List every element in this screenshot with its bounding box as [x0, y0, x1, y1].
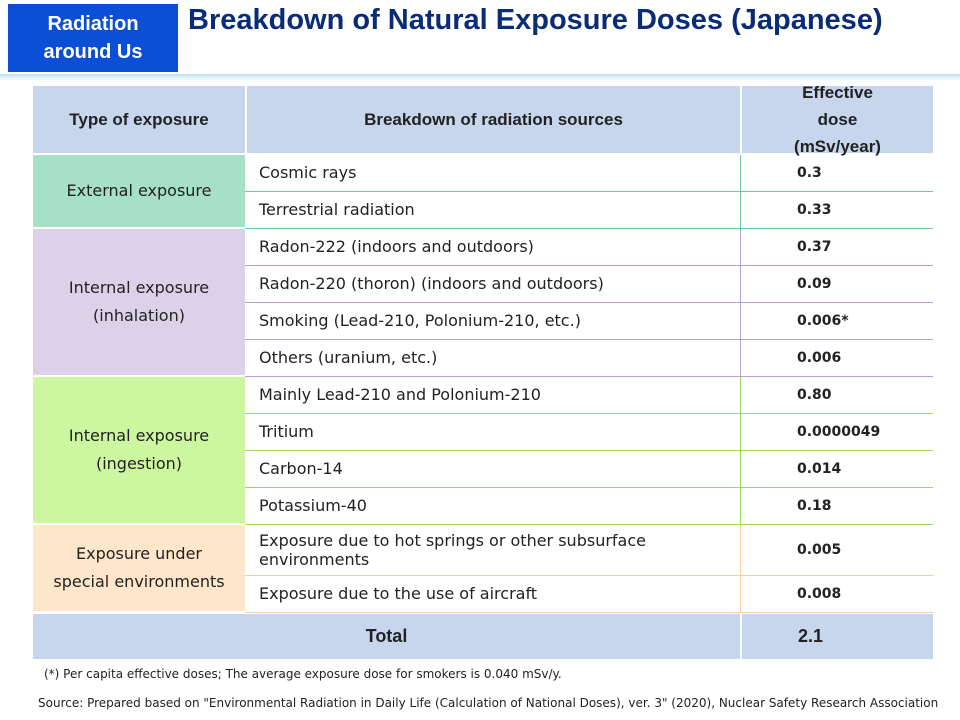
source-cell: Others (uranium, etc.) — [245, 340, 740, 377]
dose-cell: 0.37 — [740, 229, 933, 266]
group-cell: Internal exposure (ingestion) — [33, 377, 245, 523]
column-header: Effective dose (mSv/year) — [742, 83, 933, 156]
source-cell: Radon-222 (indoors and outdoors) — [245, 229, 740, 266]
total-dose: 2.1 — [742, 614, 933, 659]
source-cell: Exposure due to the use of aircraft — [245, 576, 740, 613]
source-cell: Smoking (Lead-210, Polonium-210, etc.) — [245, 303, 740, 340]
group-cell: Internal exposure (inhalation) — [33, 229, 245, 375]
dose-cell: 0.3 — [740, 155, 933, 192]
badge-text: Radiation around Us — [43, 13, 143, 63]
group-cell: Exposure under special environments — [33, 525, 245, 611]
group-cell: External exposure — [33, 155, 245, 227]
source-cell: Tritium — [245, 414, 740, 451]
dose-cell: 0.005 — [740, 525, 933, 576]
dose-cell: 0.006 — [740, 340, 933, 377]
source-cell: Terrestrial radiation — [245, 192, 740, 229]
source-cell: Carbon-14 — [245, 451, 740, 488]
footnote: (*) Per capita effective doses; The aver… — [44, 667, 562, 681]
dose-cell: 0.014 — [740, 451, 933, 488]
source-cell: Exposure due to hot springs or other sub… — [245, 525, 740, 576]
source-cell: Mainly Lead-210 and Polonium-210 — [245, 377, 740, 414]
header-rule — [0, 74, 960, 81]
title: Breakdown of Natural Exposure Doses (Jap… — [188, 4, 883, 36]
source-note: Source: Prepared based on "Environmental… — [38, 696, 939, 710]
column-header: Type of exposure — [33, 86, 245, 153]
dose-cell: 0.33 — [740, 192, 933, 229]
dose-cell: 0.0000049 — [740, 414, 933, 451]
source-cell: Potassium-40 — [245, 488, 740, 525]
dose-cell: 0.006* — [740, 303, 933, 340]
dose-cell: 0.80 — [740, 377, 933, 414]
dose-cell: 0.008 — [740, 576, 933, 613]
source-cell: Radon-220 (thoron) (indoors and outdoors… — [245, 266, 740, 303]
dose-cell: 0.18 — [740, 488, 933, 525]
dose-cell: 0.09 — [740, 266, 933, 303]
source-cell: Cosmic rays — [245, 155, 740, 192]
total-label: Total — [33, 614, 740, 659]
column-header: Breakdown of radiation sources — [247, 86, 740, 153]
badge: Radiation around Us — [8, 4, 178, 72]
